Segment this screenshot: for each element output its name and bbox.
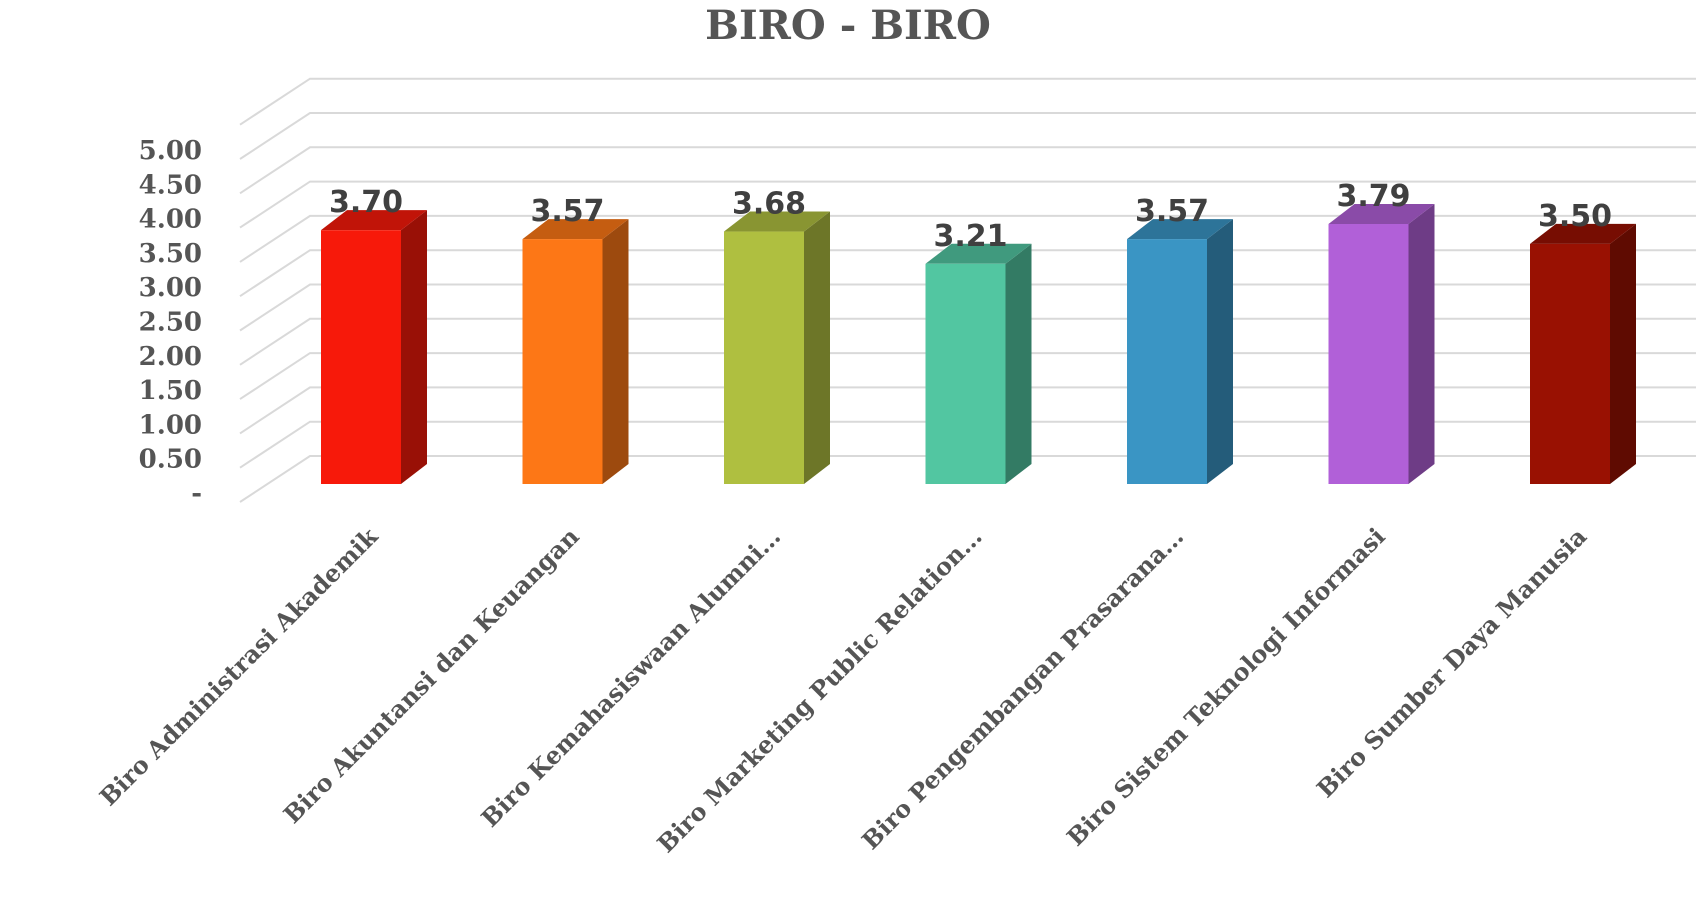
bar-front	[321, 230, 401, 484]
bar-side	[1610, 223, 1636, 484]
data-label: 3.50	[1538, 199, 1612, 234]
gridline	[239, 283, 1696, 332]
y-axis-ticks: - 0.50 1.00 1.50 2.00 2.50 3.00 3.50 4.00 4.50 5.0…	[139, 136, 202, 509]
y-tick-label: 1.50	[139, 376, 202, 406]
bar-front	[522, 239, 603, 484]
bar-side	[1408, 204, 1435, 485]
y-tick-label: 3.00	[139, 273, 202, 303]
bar-top	[1328, 204, 1435, 225]
gridline	[239, 180, 1696, 229]
bar	[1127, 219, 1233, 484]
gridline	[239, 386, 1696, 435]
bar-top	[925, 243, 1032, 264]
gridline	[239, 317, 1696, 366]
y-tick-label: -	[191, 479, 202, 509]
bar-side	[804, 211, 830, 484]
bar-front	[1328, 224, 1409, 485]
data-label: 3.79	[1336, 179, 1410, 214]
x-tick-label: Biro Pengembangan Prasarana…	[856, 522, 1189, 855]
gridline	[239, 249, 1696, 298]
bar-top	[1530, 223, 1636, 244]
gridline	[239, 352, 1696, 400]
bar-front	[724, 231, 804, 484]
gridline	[239, 455, 1696, 503]
y-tick-label: 2.00	[139, 342, 202, 372]
data-label: 3.68	[732, 187, 806, 222]
gridline	[239, 112, 1696, 160]
bar-top	[321, 210, 427, 231]
bar-top	[522, 219, 629, 240]
y-tick-label: 5.00	[139, 136, 202, 166]
bar-front	[1127, 239, 1207, 484]
y-tick-label: 4.50	[139, 170, 202, 200]
bars	[321, 204, 1636, 485]
y-tick-label: 4.00	[139, 205, 202, 235]
bar-top	[1127, 219, 1233, 240]
gridline	[239, 214, 1696, 263]
bar-front	[925, 263, 1006, 484]
x-tick-label: Biro Sistem Teknologi Informasi	[1061, 522, 1391, 852]
bar	[1328, 204, 1435, 485]
bar-top	[724, 211, 830, 232]
bar-side	[401, 210, 427, 484]
bar	[1530, 223, 1636, 484]
y-tick-label: 0.50	[139, 445, 202, 475]
gridline	[239, 420, 1696, 469]
bar	[925, 243, 1032, 484]
gridline	[239, 77, 1696, 126]
bar-side	[1005, 243, 1032, 484]
y-tick-label: 3.50	[139, 239, 202, 269]
bar-side	[602, 219, 629, 484]
bar	[724, 211, 830, 484]
data-label: 3.70	[329, 185, 403, 220]
data-labels: 3.70 3.57 3.68 3.21 3.57 3.79 3.50	[329, 179, 1612, 254]
y-tick-label: 1.00	[139, 410, 202, 440]
gridline	[239, 146, 1696, 195]
bar-side	[1207, 219, 1233, 484]
y-tick-label: 2.50	[139, 308, 202, 338]
data-label: 3.21	[933, 219, 1007, 254]
bar	[321, 210, 427, 484]
data-label: 3.57	[1135, 194, 1209, 229]
data-label: 3.57	[530, 194, 604, 229]
chart-title: BIRO - BIRO	[705, 2, 991, 49]
gridlines	[239, 77, 1696, 503]
x-tick-label: Biro Marketing Public Relation…	[651, 522, 988, 859]
bar-front	[1530, 243, 1610, 484]
bar	[522, 219, 629, 484]
